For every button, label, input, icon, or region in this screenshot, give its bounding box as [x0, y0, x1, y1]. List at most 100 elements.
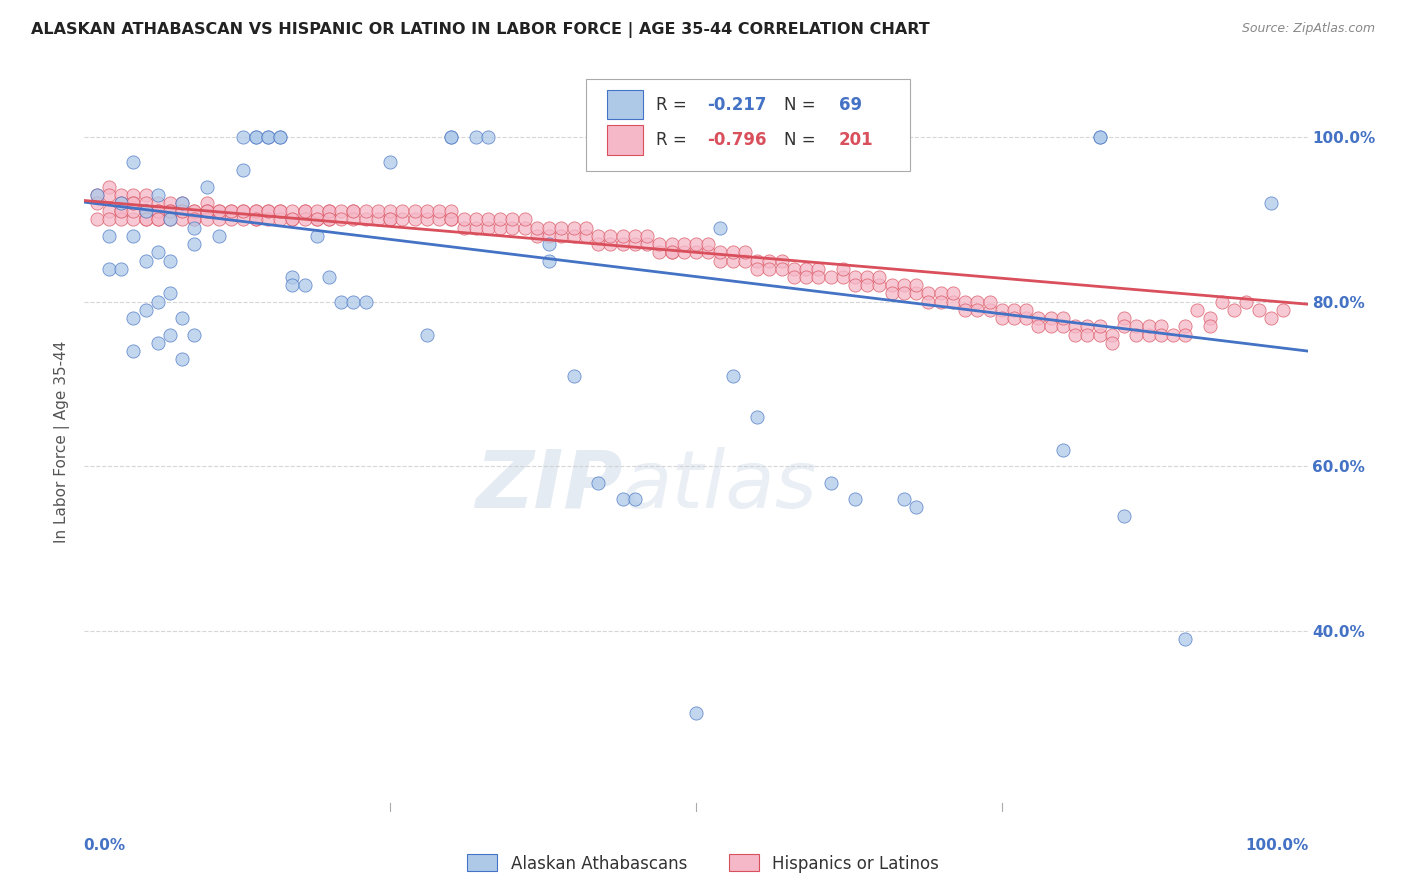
Point	[794, 270, 817, 285]
Point	[709, 220, 731, 235]
Point	[648, 237, 671, 252]
Point	[1187, 302, 1209, 317]
Point	[758, 253, 780, 268]
Point	[122, 196, 145, 211]
Point	[477, 212, 499, 227]
Point	[1052, 442, 1074, 457]
Point	[135, 204, 157, 219]
Point	[586, 475, 609, 490]
Point	[318, 204, 340, 219]
Point	[502, 212, 524, 227]
Point	[453, 212, 475, 227]
Point	[734, 253, 756, 268]
Point	[135, 204, 157, 219]
Point	[1064, 319, 1087, 334]
Point	[97, 187, 120, 202]
Point	[1260, 311, 1282, 326]
Point	[1015, 302, 1038, 317]
Point	[269, 204, 291, 219]
Point	[721, 253, 744, 268]
Point	[245, 204, 267, 219]
Point	[183, 212, 205, 227]
Point	[208, 228, 231, 243]
Point	[869, 270, 891, 285]
Point	[880, 278, 903, 293]
Point	[844, 270, 866, 285]
Point	[966, 302, 988, 317]
Legend: Alaskan Athabascans, Hispanics or Latinos: Alaskan Athabascans, Hispanics or Latino…	[461, 847, 945, 880]
Point	[953, 302, 976, 317]
Point	[1088, 319, 1111, 334]
Point	[991, 302, 1014, 317]
Point	[1125, 327, 1147, 342]
Point	[122, 212, 145, 227]
Point	[245, 212, 267, 227]
Point	[586, 237, 609, 252]
Point	[183, 220, 205, 235]
Point	[672, 245, 695, 260]
Point	[245, 130, 267, 145]
Point	[1064, 327, 1087, 342]
Point	[636, 237, 658, 252]
Point	[146, 196, 169, 211]
Point	[380, 204, 402, 219]
Point	[721, 245, 744, 260]
Point	[97, 261, 120, 276]
Point	[318, 212, 340, 227]
Point	[893, 286, 915, 301]
Point	[966, 294, 988, 309]
Point	[820, 475, 842, 490]
Point	[146, 212, 169, 227]
Point	[844, 278, 866, 293]
Point	[416, 327, 439, 342]
Point	[159, 327, 181, 342]
Point	[342, 204, 364, 219]
Point	[135, 204, 157, 219]
Point	[110, 196, 132, 211]
Point	[575, 220, 598, 235]
Point	[440, 212, 463, 227]
Point	[367, 204, 389, 219]
Point	[1260, 196, 1282, 211]
Point	[146, 204, 169, 219]
Point	[856, 278, 879, 293]
Point	[893, 492, 915, 507]
Text: Source: ZipAtlas.com: Source: ZipAtlas.com	[1241, 22, 1375, 36]
Point	[1039, 319, 1062, 334]
Point	[440, 130, 463, 145]
Point	[942, 286, 965, 301]
Point	[783, 261, 806, 276]
Point	[953, 294, 976, 309]
Point	[685, 245, 707, 260]
Point	[427, 212, 450, 227]
Point	[146, 204, 169, 219]
Point	[1272, 302, 1295, 317]
Point	[305, 212, 328, 227]
Point	[183, 204, 205, 219]
Point	[1174, 327, 1197, 342]
Point	[110, 261, 132, 276]
Point	[624, 237, 647, 252]
Point	[135, 302, 157, 317]
Point	[709, 245, 731, 260]
Point	[195, 212, 218, 227]
Point	[172, 352, 194, 367]
Point	[318, 204, 340, 219]
Point	[770, 261, 793, 276]
Point	[380, 154, 402, 169]
Point	[257, 130, 280, 145]
Point	[905, 286, 928, 301]
Point	[1161, 327, 1184, 342]
Point	[146, 212, 169, 227]
Point	[281, 204, 304, 219]
Text: 201: 201	[839, 131, 873, 149]
Text: N =: N =	[785, 131, 821, 149]
Point	[917, 286, 939, 301]
Point	[110, 196, 132, 211]
Point	[783, 270, 806, 285]
Point	[294, 204, 316, 219]
Point	[550, 228, 572, 243]
Point	[747, 253, 769, 268]
Point	[513, 220, 536, 235]
Point	[404, 204, 426, 219]
